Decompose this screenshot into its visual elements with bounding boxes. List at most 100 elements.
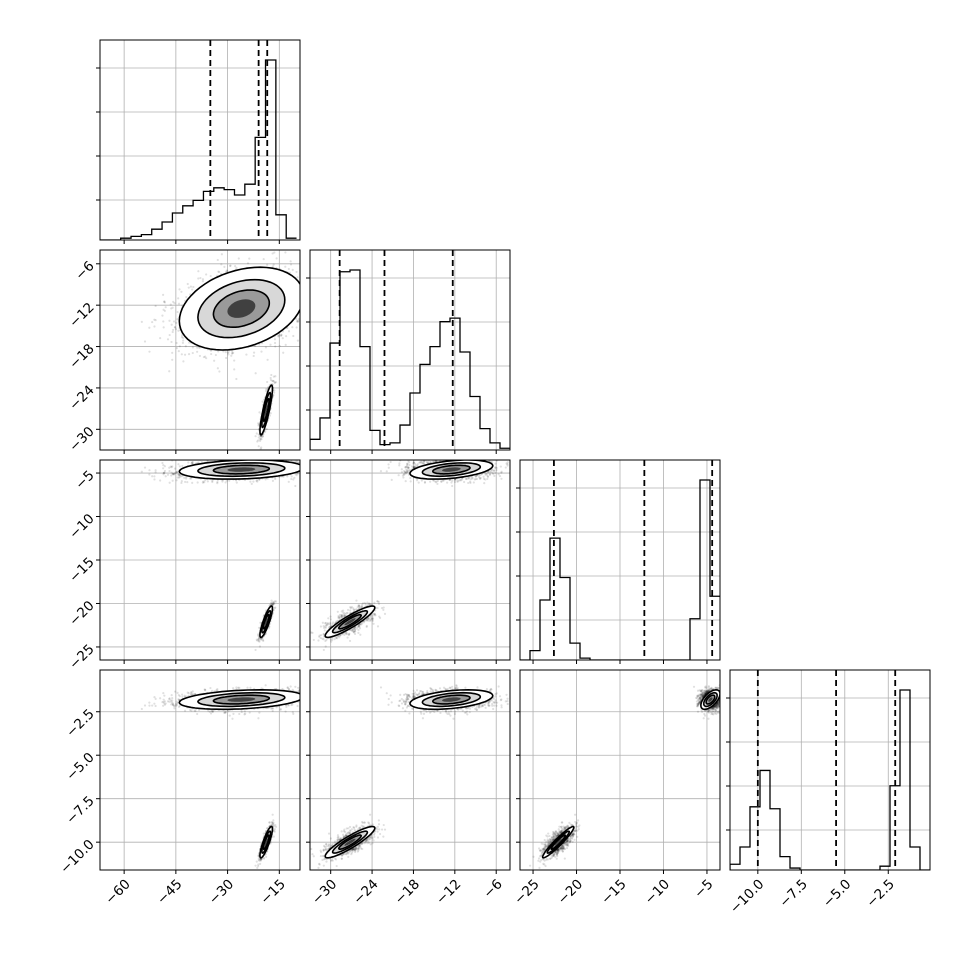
scatter-point [237,257,240,260]
scatter-point [201,278,205,281]
scatter-point [226,270,229,273]
scatter-point [272,455,274,457]
scatter-point [153,318,156,321]
scatter-point [178,288,181,291]
scatter-panel-0-1 [96,247,334,454]
scatter-point [154,469,157,472]
scatter-point [172,328,175,332]
scatter-point [168,469,171,473]
scatter-point [258,343,261,346]
scatter-point [204,479,207,482]
scatter-point [319,302,321,304]
scatter-point [321,291,323,293]
scatter-point [220,253,223,256]
scatter-point [296,339,300,342]
scatter-point [293,476,296,479]
scatter-point [162,320,165,323]
scatter-point [332,302,334,304]
scatter-point [314,467,316,469]
scatter-point [302,337,304,339]
scatter-point [175,321,178,325]
scatter-point [162,464,165,467]
scatter-point [172,473,176,476]
scatter-point [271,252,274,255]
scatter-point [240,457,242,459]
scatter-point [272,601,275,605]
scatter-point [218,270,221,274]
scatter-point [233,359,236,362]
scatter-point [221,480,224,483]
scatter-point [258,435,261,438]
scatter-point [196,481,199,484]
scatter-point [230,354,233,357]
scatter-point [235,377,238,381]
scatter-point [327,467,329,469]
scatter-point [153,325,156,328]
scatter-point [164,475,167,478]
scatter-point [277,335,280,338]
scatter-point [295,460,298,463]
scatter-point [205,273,208,276]
scatter-point [151,320,154,324]
scatter-point [216,482,219,485]
scatter-point [173,326,176,329]
scatter-point [175,346,178,350]
scatter-point [186,481,189,484]
scatter-point [163,301,167,304]
scatter-point [181,341,185,344]
scatter-point [171,479,174,482]
scatter-point [148,350,151,353]
scatter-point [258,411,261,414]
scatter-point [176,476,179,479]
scatter-point [224,481,227,484]
scatter-point [253,451,255,453]
scatter-point [172,473,175,476]
scatter-point [178,475,181,478]
scatter-point [244,457,246,459]
scatter-point [184,345,187,348]
scatter-point [180,290,183,293]
scatter-point [302,277,304,279]
scatter-point [170,340,173,344]
scatter-point [273,341,277,345]
scatter-point [172,472,175,475]
scatter-point [214,353,217,357]
scatter-point [237,457,239,459]
scatter-point [191,481,194,484]
scatter-point [173,472,176,475]
scatter-point [168,466,171,469]
scatter-point [295,270,298,274]
scatter-point [304,468,306,470]
scatter-point [272,263,275,266]
scatter-point [259,437,262,440]
scatter-point [164,306,167,309]
scatter-point [204,355,207,358]
scatter-point [245,353,248,356]
scatter-point [177,302,181,305]
scatter-point [176,310,179,314]
scatter-point [175,341,178,345]
scatter-point [306,466,308,468]
scatter-point [303,306,305,308]
scatter-point [191,288,194,291]
scatter-point [272,375,275,378]
scatter-point [196,350,199,353]
scatter-point [317,476,319,478]
scatter-point [246,262,250,265]
scatter-point [170,474,173,477]
scatter-point [140,470,143,473]
scatter-point [205,357,208,360]
scatter-point [269,376,272,380]
scatter-point [267,247,269,249]
scatter-point [271,603,275,606]
scatter-point [273,381,276,384]
scatter-point [264,389,268,393]
scatter-point [233,368,236,371]
scatter-point [287,457,289,459]
scatter-point [301,332,303,334]
scatter-point [163,471,166,475]
scatter-point [305,469,307,471]
scatter-point [296,319,299,322]
scatter-point [297,320,300,323]
scatter-point [186,282,189,286]
